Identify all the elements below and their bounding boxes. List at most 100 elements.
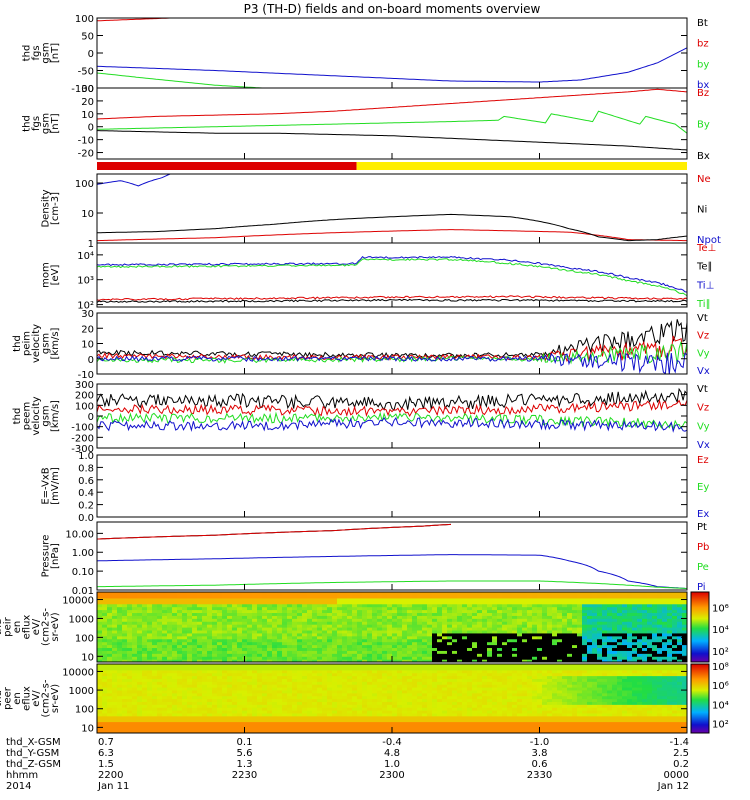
- spectrogram-cell: [132, 618, 138, 622]
- spectrogram-cell: [107, 632, 113, 637]
- spectrogram-cell: [102, 621, 108, 625]
- spectrogram-cell: [677, 650, 683, 654]
- spectrogram-cell: [452, 689, 458, 694]
- spectrogram-cell: [567, 612, 573, 616]
- spectrogram-cell: [412, 675, 418, 679]
- spectrogram-cell: [442, 600, 448, 605]
- spectrogram-cell: [277, 681, 283, 685]
- spectrogram-cell: [357, 638, 363, 643]
- spectrogram-cell: [112, 600, 118, 605]
- spectrogram-cell: [437, 681, 443, 685]
- spectrogram-cell: [317, 635, 323, 640]
- spectrogram-cell: [227, 621, 233, 625]
- spectrogram-cell: [462, 627, 468, 631]
- spectrogram-cell: [247, 615, 253, 619]
- spectrogram-cell: [397, 721, 403, 725]
- spectrogram-cell: [257, 730, 263, 733]
- spectrogram-cell: [647, 641, 653, 646]
- spectrogram-cell: [272, 681, 278, 685]
- spectrogram-cell: [422, 675, 428, 679]
- spectrogram-cell: [117, 612, 123, 616]
- spectrogram-cell: [247, 629, 253, 634]
- spectrogram-cell: [247, 666, 253, 671]
- spectrogram-cell: [302, 692, 308, 697]
- spectrogram-cell: [187, 621, 193, 625]
- spectrogram-cell: [327, 684, 333, 688]
- spectrogram-cell: [282, 710, 288, 714]
- spectrogram-cell: [537, 615, 543, 619]
- spectrogram-cell: [427, 600, 433, 605]
- spectrogram-cell: [287, 721, 293, 725]
- spectrogram-cell: [367, 594, 373, 599]
- spectrogram-cell: [442, 597, 448, 602]
- spectrogram-cell: [362, 597, 368, 602]
- spectrogram-cell: [412, 718, 418, 723]
- spectrogram-cell: [547, 606, 553, 611]
- spectrogram-cell: [382, 597, 388, 602]
- spectrogram-cell: [287, 618, 293, 622]
- spectrogram-cell: [467, 718, 473, 723]
- spectrogram-cell: [342, 687, 348, 691]
- spectrogram-cell: [647, 638, 653, 643]
- spectrogram-cell: [272, 624, 278, 628]
- spectrogram-cell: [337, 650, 343, 654]
- spectrogram-cell: [382, 659, 388, 662]
- spectrogram-cell: [447, 684, 453, 688]
- spectrogram-cell: [287, 600, 293, 605]
- spectrogram-cell: [352, 659, 358, 662]
- spectrogram-cell: [212, 678, 218, 682]
- spectrogram-cell: [167, 618, 173, 622]
- spectrogram-cell: [277, 659, 283, 662]
- spectrogram-cell: [232, 730, 238, 733]
- spectrogram-cell: [117, 695, 123, 700]
- spectrogram-cell: [252, 724, 258, 728]
- spectrogram-cell: [217, 624, 223, 628]
- spectrogram-cell: [472, 609, 478, 614]
- spectrogram-cell: [587, 650, 593, 654]
- spectrogram-cell: [457, 592, 463, 596]
- spectrogram-cell: [317, 727, 323, 731]
- spectrogram-cell: [602, 594, 608, 599]
- spectrogram-cell: [427, 609, 433, 614]
- spectrogram-cell: [237, 730, 243, 733]
- panels: 100500-50-100thdfgsgsm[nT]Btbzbybx302010…: [0, 14, 729, 734]
- spectrogram-cell: [307, 615, 313, 619]
- spectrogram-cell: [437, 609, 443, 614]
- spectrogram-cell: [532, 659, 538, 662]
- spectrogram-cell: [637, 618, 643, 622]
- spectrogram-cell: [457, 659, 463, 662]
- spectrogram-cell: [417, 641, 423, 646]
- spectrogram-cell: [172, 684, 178, 688]
- spectrogram-cell: [342, 594, 348, 599]
- spectrogram-cell: [212, 615, 218, 619]
- spectrogram-cell: [637, 629, 643, 634]
- spectrogram-cell: [302, 721, 308, 725]
- spectrogram-cell: [207, 597, 213, 602]
- spectrogram-cell: [217, 638, 223, 643]
- spectrogram-cell: [272, 650, 278, 654]
- spectrogram-cell: [377, 632, 383, 637]
- spectrogram-cell: [587, 612, 593, 616]
- spectrogram-cell: [582, 618, 588, 622]
- spectrogram-cell: [532, 656, 538, 660]
- spectrogram-cell: [257, 629, 263, 634]
- spectrogram-cell: [267, 712, 273, 717]
- spectrogram-cell: [187, 669, 193, 674]
- y-axis-label: sr-eV): [50, 612, 61, 641]
- spectrogram-cell: [137, 656, 143, 660]
- spectrogram-cell: [652, 618, 658, 622]
- spectrogram-cell: [602, 638, 608, 643]
- spectrogram-cell: [162, 666, 168, 671]
- spectrogram-cell: [287, 653, 293, 657]
- spectrogram-cell: [512, 621, 518, 625]
- spectrogram-cell: [262, 687, 268, 691]
- spectrogram-cell: [167, 689, 173, 694]
- spectrogram-cell: [657, 638, 663, 643]
- spectrogram-cell: [682, 659, 687, 662]
- spectrogram-cell: [337, 600, 343, 605]
- spectrogram-cell: [322, 681, 328, 685]
- spectrogram-cell: [272, 689, 278, 694]
- spectrogram-cell: [327, 664, 333, 668]
- spectrogram-cell: [522, 656, 528, 660]
- spectrogram-cell: [402, 638, 408, 643]
